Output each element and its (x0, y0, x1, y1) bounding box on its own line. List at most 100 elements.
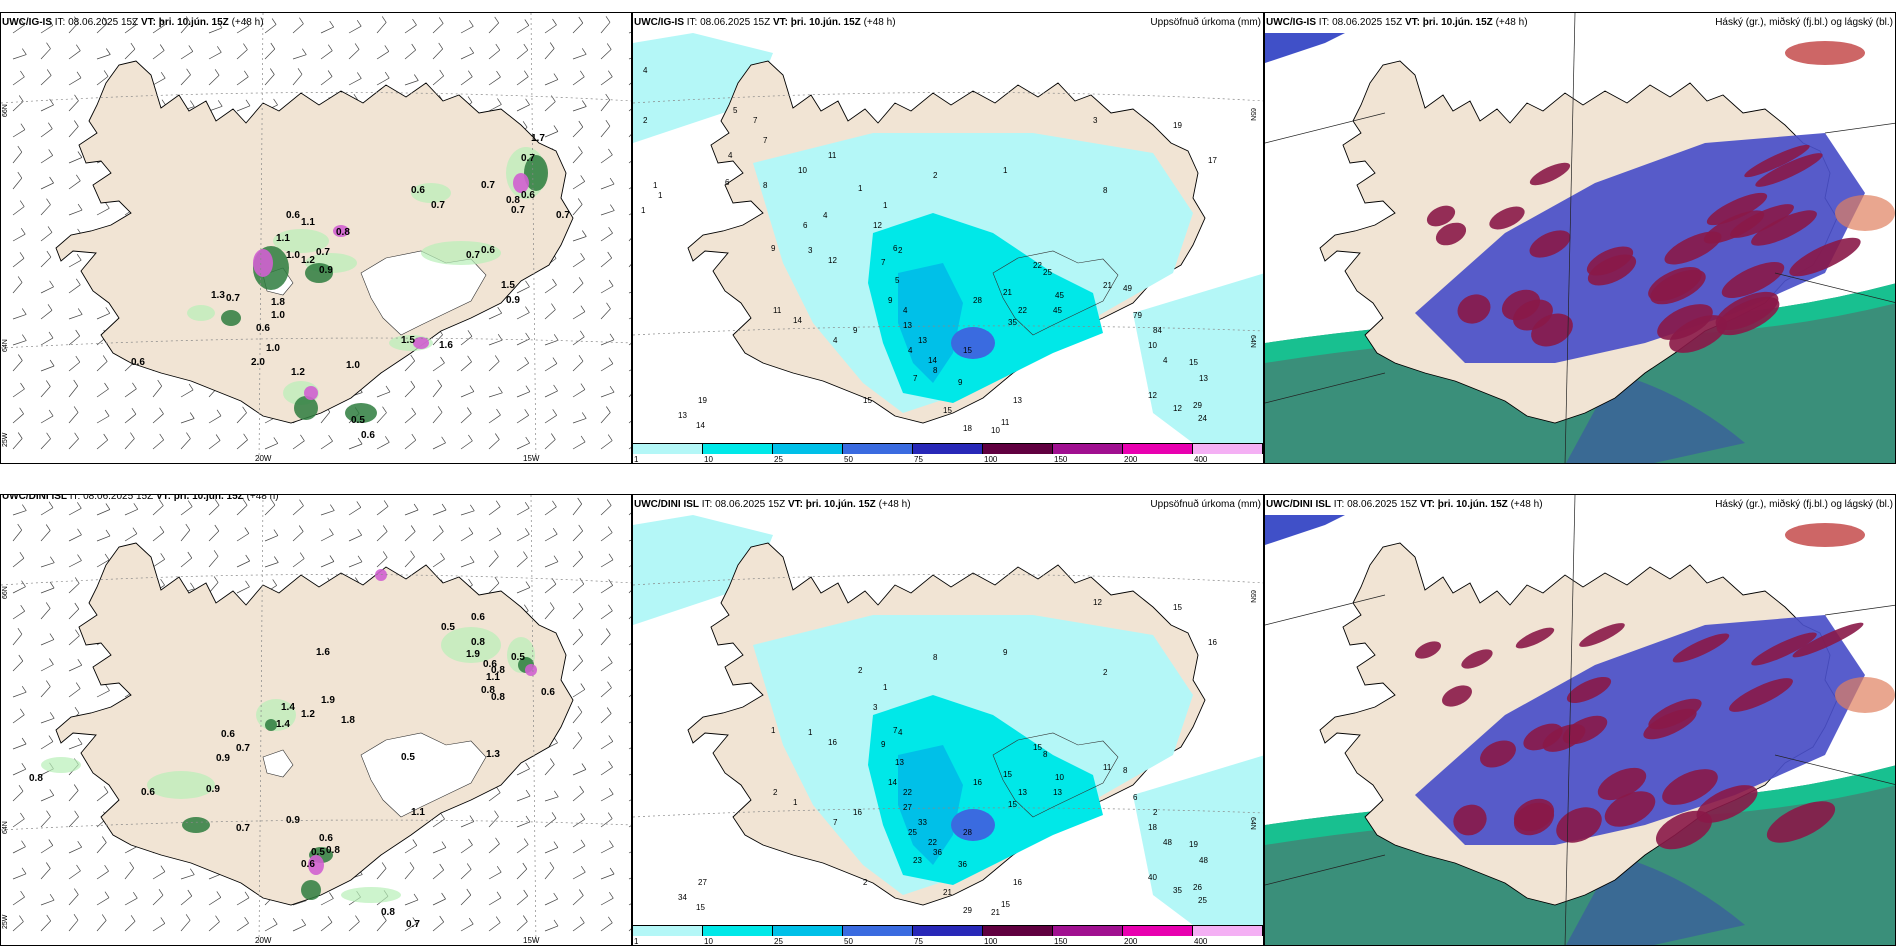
precip-value-label: 1.0 (346, 360, 360, 371)
accum-value-label: 6 (803, 221, 808, 230)
precip-value-label: 0.5 (311, 847, 325, 858)
accum-value-label: 2 (898, 246, 903, 255)
precip-value-label: 0.6 (301, 859, 315, 870)
colorbar-swatch (913, 443, 983, 454)
panel-field-label: Háský (gr.), miðský (fj.bl.) og lágský (… (1715, 499, 1893, 510)
precip-value-label: 1.8 (271, 297, 285, 308)
accum-value-label: 7 (833, 818, 838, 827)
colorbar-tick-label: 400 (1194, 937, 1208, 946)
precip-value-label: 0.5 (401, 752, 415, 763)
colorbar-tick-label: 50 (844, 455, 853, 464)
accum-value-label: 8 (1103, 186, 1108, 195)
accum-value-label: 18 (963, 424, 972, 433)
accum-value-label: 13 (1018, 788, 1027, 797)
accum-value-label: 2 (1103, 668, 1108, 677)
grid-lat-label: 66N (2, 586, 9, 599)
accum-value-label: 15 (696, 903, 705, 912)
colorbar-swatch (1053, 925, 1123, 936)
accum-value-label: 26 (1193, 883, 1202, 892)
precip-value-label: 0.7 (236, 823, 250, 834)
precip-value-label: 0.8 (326, 845, 340, 856)
precip-value-label: 0.7 (481, 180, 495, 191)
colorbar-tick-label: 25 (774, 937, 783, 946)
accum-value-label: 2 (1153, 808, 1158, 817)
precip-value-label: 0.6 (319, 833, 333, 844)
accum-value-label: 15 (1003, 770, 1012, 779)
accum-value-label: 7 (763, 136, 768, 145)
colorbar-swatch (913, 925, 983, 936)
precip-value-label: 1.9 (466, 649, 480, 660)
accum-value-label: 10 (1148, 341, 1157, 350)
accum-value-label: 16 (973, 778, 982, 787)
grid-lon-label: 15W (523, 936, 540, 945)
precip-value-label: 0.6 (286, 210, 300, 221)
accum-value-label: 9 (881, 740, 886, 749)
accum-value-label: 27 (903, 803, 912, 812)
accum-value-label: 1 (1003, 166, 1008, 175)
accum-value-label: 16 (1208, 638, 1217, 647)
colorbar-tick-label: 400 (1194, 455, 1208, 464)
colorbar-swatch (1193, 925, 1263, 936)
precip-value-label: 1.4 (281, 702, 295, 713)
precip-value-label: 1.0 (271, 310, 285, 321)
colorbar-tick-label: 200 (1124, 937, 1138, 946)
precip-value-label: 1.9 (321, 695, 335, 706)
accum-value-label: 4 (903, 306, 908, 315)
accum-value-label: 18 (1148, 823, 1157, 832)
accum-value-label: 1 (793, 798, 798, 807)
precip-value-label: 0.6 (483, 659, 497, 670)
panel-field-label: Uppsöfnuð úrkoma (mm) (1150, 17, 1261, 28)
colorbar-tick-label: 100 (984, 937, 998, 946)
accum-value-label: 11 (1103, 763, 1112, 772)
precip-value-label: 0.8 (336, 227, 350, 238)
map-panel-igis-clouds: UWC/IG-IS IT: 08.06.2025 15Z VT: þri. 10… (1264, 12, 1896, 464)
precip-value-label: 1.8 (341, 715, 355, 726)
accum-value-label: 6 (893, 244, 898, 253)
colorbar-tick-label: 1 (634, 937, 639, 946)
accum-value-label: 3 (873, 703, 878, 712)
colorbar-swatch (773, 443, 843, 454)
accum-value-label: 13 (1013, 396, 1022, 405)
accum-value-label: 16 (828, 738, 837, 747)
precip-value-label: 1.3 (211, 290, 225, 301)
accum-value-label: 16 (853, 808, 862, 817)
map-canvas: 1.70.60.70.70.60.7 0.70.80.61.11.0 1.20.61… (1, 13, 631, 463)
grid-lat-label: 25W (2, 914, 9, 929)
accum-value-label: 4 (908, 346, 913, 355)
accum-value-label: 23 (913, 856, 922, 865)
accum-value-label: 2 (933, 171, 938, 180)
precip-value-label: 0.5 (441, 622, 455, 633)
accum-value-label: 15 (1173, 603, 1182, 612)
accum-value-label: 36 (958, 860, 967, 869)
accum-value-label: 27 (698, 878, 707, 887)
accum-value-label: 25 (908, 828, 917, 837)
accum-value-label: 7 (913, 374, 918, 383)
accum-value-label: 12 (873, 221, 882, 230)
accum-value-label: 29 (1193, 401, 1202, 410)
colorbar-tick-label: 200 (1124, 455, 1138, 464)
colorbar-tick-label: 75 (914, 455, 923, 464)
accum-value-label: 2 (858, 666, 863, 675)
accum-value-label: 4 (898, 728, 903, 737)
grid-lon-label: 20W (255, 936, 272, 945)
panel-title: UWC/IG-IS IT: 08.06.2025 15Z VT: þri. 10… (634, 17, 896, 28)
panel-field-label: Uppsöfnuð úrkoma (mm) (1150, 499, 1261, 510)
accum-value-label: 1 (658, 191, 663, 200)
accum-value-label: 13 (678, 411, 687, 420)
accum-value-label: 84 (1153, 326, 1162, 335)
colorbar-tick-label: 10 (704, 455, 713, 464)
precip-value-label: 0.9 (506, 295, 520, 306)
colorbar-swatch (773, 925, 843, 936)
accum-value-label: 4 (643, 66, 648, 75)
precip-value-label: 1.1 (301, 217, 315, 228)
colorbar-tick-label: 150 (1054, 455, 1068, 464)
precip-value-label: 1.5 (501, 280, 515, 291)
colorbar-swatch (843, 925, 913, 936)
accum-value-label: 7 (753, 116, 758, 125)
accum-value-label: 8 (763, 181, 768, 190)
map-canvas: 0.60.50.80.51.90.60.81.10.80.81.61.41.91… (1, 495, 631, 945)
colorbar-swatch (983, 443, 1053, 454)
precip-colorbar: 1 10 25 50 75 100 150 200 400 (633, 443, 1263, 463)
accum-value-label: 19 (1173, 121, 1182, 130)
accum-value-label: 2 (863, 878, 868, 887)
